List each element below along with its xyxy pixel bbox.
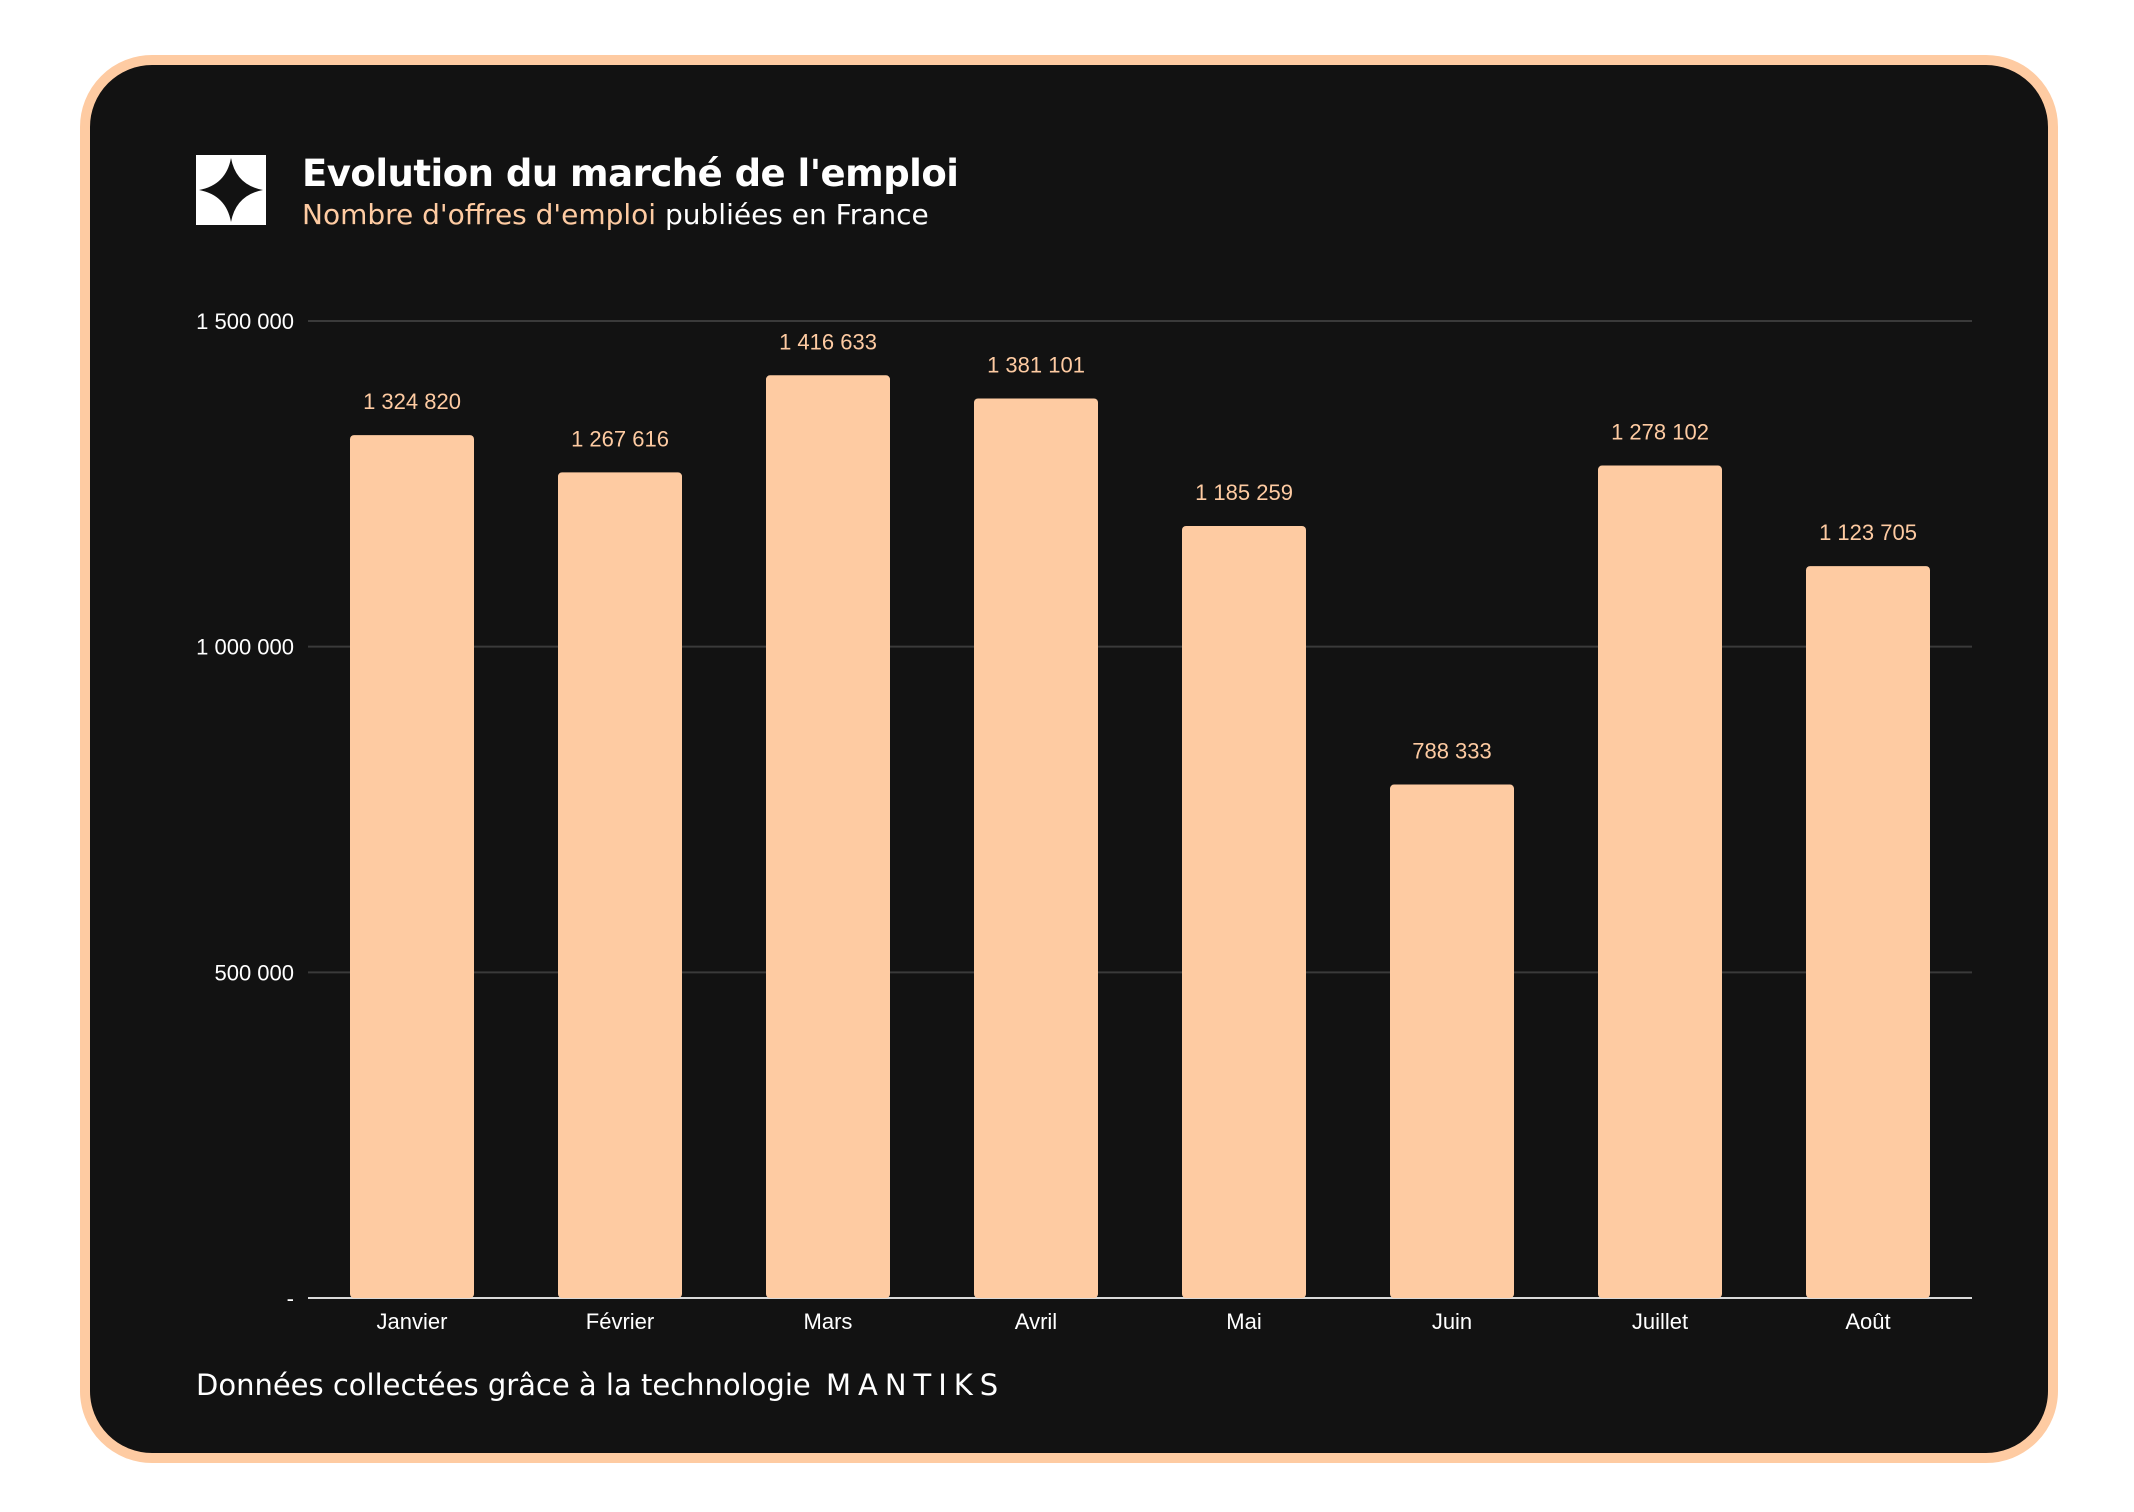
bar-chart: - 500 000 1 000 000 1 500 000 1 324 820 Janvi…: [196, 309, 1972, 1334]
data-label: 1 267 616: [571, 426, 669, 451]
data-label: 1 123 705: [1819, 520, 1917, 545]
four-point-star-icon: [196, 155, 266, 225]
data-label: 1 381 101: [987, 352, 1085, 377]
data-label: 1 278 102: [1611, 420, 1709, 445]
bar-janvier: [350, 435, 474, 1298]
y-tick-label: 1 000 000: [196, 635, 294, 660]
bar-mars: [766, 375, 890, 1299]
data-label: 1 185 259: [1195, 480, 1293, 505]
y-tick-label: -: [287, 1286, 294, 1311]
subtitle-rest: publiées en France: [656, 198, 929, 231]
x-tick-label: Mai: [1226, 1309, 1261, 1334]
x-tick-label: Février: [586, 1309, 654, 1334]
bar-juin: [1390, 784, 1514, 1298]
footer: Données collectées grâce à la technologi…: [196, 1368, 1005, 1402]
x-tick-label: Avril: [1015, 1309, 1057, 1334]
x-tick-label: Juin: [1432, 1309, 1472, 1334]
y-tick-label: 1 500 000: [196, 309, 294, 334]
data-label: 1 416 633: [779, 329, 877, 354]
y-tick-label: 500 000: [214, 960, 294, 985]
x-tick-label: Août: [1845, 1309, 1890, 1334]
x-tick-label: Juillet: [1632, 1309, 1688, 1334]
bar-août: [1806, 566, 1930, 1298]
bar-février: [558, 472, 682, 1298]
x-tick-label: Mars: [804, 1309, 853, 1334]
x-tick-label: Janvier: [377, 1309, 448, 1334]
data-label: 1 324 820: [363, 389, 461, 414]
footer-text: Données collectées grâce à la technologi…: [196, 1368, 820, 1402]
data-label: 788 333: [1412, 739, 1492, 764]
brand-logo: MANTIKS: [825, 1368, 1006, 1402]
subtitle-highlight: Nombre d'offres d'emploi: [302, 198, 657, 231]
chart-subtitle: Nombre d'offres d'emploi publiées en Fra…: [302, 198, 929, 231]
chart-card: Evolution du marché de l'emploi Nombre d…: [80, 55, 2058, 1463]
bar-avril: [974, 398, 1098, 1298]
bar-mai: [1182, 526, 1306, 1298]
bar-juillet: [1598, 465, 1722, 1298]
chart-title: Evolution du marché de l'emploi: [302, 152, 959, 195]
